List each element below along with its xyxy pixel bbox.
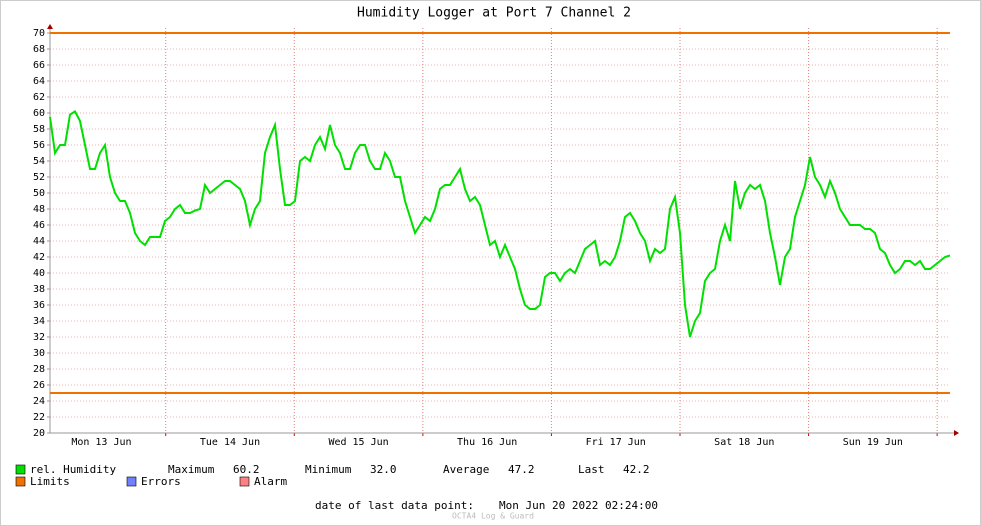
legend-label: Alarm bbox=[254, 475, 287, 488]
y-tick-label: 64 bbox=[33, 76, 45, 87]
y-tick-label: 54 bbox=[33, 156, 45, 167]
y-tick-label: 56 bbox=[33, 140, 45, 151]
y-tick-label: 36 bbox=[33, 300, 45, 311]
legend-swatch bbox=[15, 476, 26, 487]
legend-label: Limits bbox=[30, 475, 70, 488]
chart-title: Humidity Logger at Port 7 Channel 2 bbox=[357, 6, 631, 21]
legend-label: Errors bbox=[141, 475, 181, 488]
y-tick-label: 34 bbox=[33, 316, 45, 327]
watermark: OCTA4 Log & Guard bbox=[452, 512, 534, 521]
y-tick-label: 52 bbox=[33, 172, 45, 183]
stat-label: Minimum bbox=[305, 463, 352, 476]
stat-label: Last bbox=[578, 463, 605, 476]
y-tick-label: 24 bbox=[33, 396, 45, 407]
stat-value: 32.0 bbox=[370, 463, 397, 476]
axis-arrow bbox=[47, 24, 53, 29]
y-tick-label: 42 bbox=[33, 252, 45, 263]
data-line bbox=[49, 109, 951, 338]
y-tick-label: 20 bbox=[33, 428, 45, 439]
axis-arrow bbox=[954, 430, 959, 436]
x-tick-label: Sat 18 Jun bbox=[714, 437, 774, 448]
y-tick-label: 22 bbox=[33, 412, 45, 423]
legend-swatch bbox=[126, 476, 137, 487]
y-tick-label: 48 bbox=[33, 204, 45, 215]
y-tick-label: 40 bbox=[33, 268, 45, 279]
y-tick-label: 66 bbox=[33, 60, 45, 71]
x-tick-label: Fri 17 Jun bbox=[586, 437, 646, 448]
stat-value: 42.2 bbox=[623, 463, 650, 476]
stat-label: Average bbox=[443, 463, 489, 476]
legend-swatch bbox=[15, 464, 26, 475]
x-tick-label: Sun 19 Jun bbox=[843, 437, 903, 448]
y-tick-label: 68 bbox=[33, 44, 45, 55]
y-tick-label: 30 bbox=[33, 348, 45, 359]
y-tick-label: 50 bbox=[33, 188, 45, 199]
y-tick-label: 26 bbox=[33, 380, 45, 391]
stat-label: Maximum bbox=[168, 463, 215, 476]
y-tick-label: 58 bbox=[33, 124, 45, 135]
x-tick-label: Wed 15 Jun bbox=[328, 437, 388, 448]
y-tick-label: 28 bbox=[33, 364, 45, 375]
y-tick-label: 46 bbox=[33, 220, 45, 231]
footer-value: Mon Jun 20 2022 02:24:00 bbox=[499, 499, 658, 512]
y-tick-label: 62 bbox=[33, 92, 45, 103]
y-tick-label: 32 bbox=[33, 332, 45, 343]
x-tick-label: Thu 16 Jun bbox=[457, 437, 517, 448]
footer-label: date of last data point: bbox=[315, 499, 474, 512]
y-tick-label: 70 bbox=[33, 28, 45, 39]
stat-value: 60.2 bbox=[233, 463, 260, 476]
x-tick-label: Tue 14 Jun bbox=[200, 437, 260, 448]
x-tick-label: Mon 13 Jun bbox=[71, 437, 131, 448]
legend-label: rel. Humidity bbox=[30, 463, 116, 476]
legend-swatch bbox=[239, 476, 250, 487]
y-tick-label: 60 bbox=[33, 108, 45, 119]
stat-value: 47.2 bbox=[508, 463, 535, 476]
y-tick-label: 44 bbox=[33, 236, 45, 247]
y-tick-label: 38 bbox=[33, 284, 45, 295]
